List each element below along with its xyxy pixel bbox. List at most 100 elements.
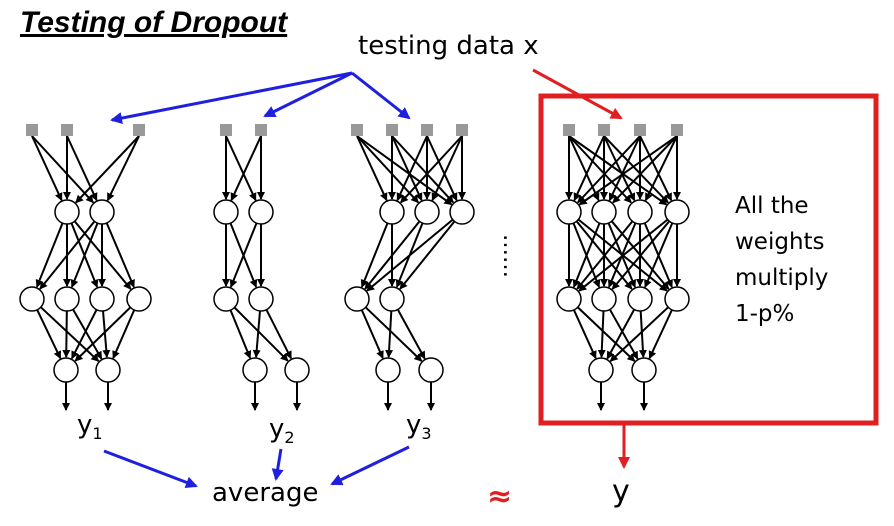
- output-y2: y2: [269, 414, 295, 448]
- neuron: [414, 199, 440, 225]
- edge: [573, 135, 605, 202]
- network-net3: [344, 124, 475, 411]
- neuron: [379, 199, 405, 225]
- edge: [229, 222, 258, 288]
- edge: [71, 309, 98, 360]
- input-unit: [220, 124, 232, 136]
- edge: [577, 306, 636, 362]
- neuron: [449, 199, 475, 225]
- edge: [360, 222, 389, 288]
- neuron: [344, 286, 370, 312]
- network-full: [556, 124, 690, 411]
- edge: [644, 222, 674, 288]
- edge: [66, 135, 98, 202]
- edge: [364, 306, 423, 362]
- neuron: [664, 286, 690, 312]
- neuron: [54, 199, 80, 225]
- blue-arrow-y3-to-average: [330, 445, 410, 486]
- edge: [233, 306, 289, 362]
- edge: [648, 309, 673, 360]
- neuron: [379, 286, 405, 312]
- edge: [400, 135, 463, 204]
- neuron: [556, 286, 582, 312]
- edge: [391, 135, 423, 202]
- blue-arrow-to-net3: [351, 71, 411, 120]
- edge: [360, 309, 384, 360]
- neuron: [95, 357, 121, 383]
- edge: [72, 308, 103, 360]
- edge: [74, 306, 132, 362]
- note-line: 1-p%: [735, 301, 795, 327]
- neuron: [591, 286, 617, 312]
- edge: [265, 309, 292, 360]
- edge: [62, 310, 71, 358]
- blue-arrow-y2-to-average: [271, 448, 284, 481]
- edge: [639, 135, 673, 202]
- edge: [399, 220, 456, 290]
- neuron: [591, 199, 617, 225]
- edge: [75, 135, 140, 204]
- average-label: average: [212, 478, 319, 508]
- edge: [638, 310, 647, 358]
- edge: [229, 309, 252, 359]
- note-line: weights: [735, 229, 825, 255]
- input-unit: [421, 124, 433, 136]
- input-unit: [598, 124, 610, 136]
- edge: [396, 309, 426, 360]
- neuron: [284, 357, 310, 383]
- input-unit: [456, 124, 468, 136]
- edge: [31, 135, 63, 202]
- edge: [396, 135, 428, 202]
- edge: [608, 135, 641, 202]
- edge: [356, 135, 419, 204]
- edge: [568, 135, 600, 202]
- edge: [568, 135, 632, 204]
- neuron: [418, 357, 444, 383]
- neuron: [89, 199, 115, 225]
- blue-arrow-to-net1: [110, 71, 353, 124]
- edge: [40, 306, 100, 362]
- neuron: [53, 357, 79, 383]
- edge: [611, 220, 671, 290]
- edge: [252, 310, 261, 358]
- input-unit: [634, 124, 646, 136]
- input-unit: [671, 124, 683, 136]
- red-arrow-to-full-net: [532, 68, 623, 120]
- neuron: [19, 286, 45, 312]
- edge: [106, 135, 140, 202]
- neuron: [588, 357, 614, 383]
- edge: [102, 310, 111, 358]
- edge: [35, 222, 64, 288]
- output-y1: y1: [77, 410, 103, 444]
- weights-note: All the weights multiply 1-p%: [735, 188, 828, 332]
- final-output-y: y: [612, 474, 630, 509]
- note-line: multiply: [735, 265, 829, 291]
- input-unit: [26, 124, 38, 136]
- edge: [644, 135, 678, 202]
- output-y3: y3: [406, 410, 432, 444]
- edge: [385, 310, 394, 358]
- network-net1: [19, 124, 152, 411]
- input-unit: [255, 124, 267, 136]
- input-unit: [61, 124, 73, 136]
- edge: [36, 309, 62, 360]
- edge: [572, 222, 601, 288]
- edge: [356, 135, 388, 202]
- neuron: [213, 286, 239, 312]
- neuron: [89, 286, 115, 312]
- neuron: [627, 286, 653, 312]
- edge: [606, 309, 636, 360]
- approx-symbol: ≈: [487, 479, 513, 514]
- blue-arrow-y1-to-average: [103, 449, 198, 489]
- input-unit: [563, 124, 575, 136]
- neuron: [248, 199, 274, 225]
- edge: [603, 135, 669, 204]
- ellipsis: ……: [498, 234, 523, 278]
- neuron: [627, 199, 653, 225]
- edge: [597, 310, 606, 358]
- testing-data-label: testing data x: [358, 31, 539, 61]
- edge: [431, 135, 463, 202]
- neuron: [248, 286, 274, 312]
- edge: [426, 135, 458, 202]
